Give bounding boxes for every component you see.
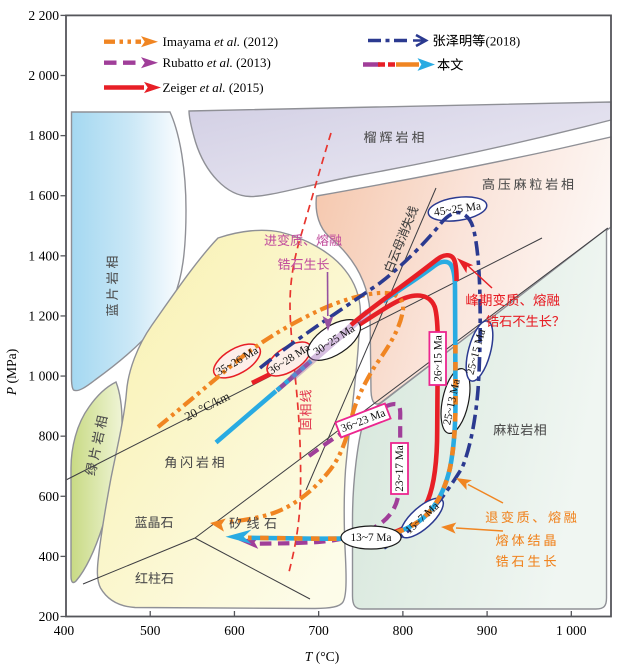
svg-text:Rubatto et al. (2013): Rubatto et al. (2013)	[163, 55, 271, 70]
svg-text:(2018): (2018)	[486, 33, 521, 48]
svg-text:1 800: 1 800	[28, 128, 59, 143]
svg-text:T (°C): T (°C)	[305, 649, 340, 665]
svg-text:1 400: 1 400	[28, 248, 59, 263]
svg-text:26~15 Ma: 26~15 Ma	[432, 335, 444, 382]
svg-text:1 200: 1 200	[28, 308, 59, 323]
svg-text:700: 700	[308, 623, 329, 638]
svg-text:400: 400	[39, 549, 60, 564]
svg-text:1 000: 1 000	[28, 369, 59, 384]
svg-text:Zeiger et al. (2015): Zeiger et al. (2015)	[163, 80, 264, 95]
svg-text:800: 800	[393, 623, 414, 638]
svg-text:2 200: 2 200	[28, 8, 59, 23]
svg-text:1 000: 1 000	[556, 623, 587, 638]
svg-text:900: 900	[477, 623, 498, 638]
svg-text:200: 200	[39, 609, 60, 624]
svg-text:13~7 Ma: 13~7 Ma	[351, 532, 392, 544]
svg-text:P (MPa): P (MPa)	[4, 349, 20, 396]
svg-text:400: 400	[54, 623, 75, 638]
svg-text:Imayama et al. (2012): Imayama et al. (2012)	[163, 34, 279, 49]
svg-text:600: 600	[224, 623, 245, 638]
svg-text:600: 600	[39, 489, 60, 504]
svg-text:23~17 Ma: 23~17 Ma	[394, 445, 406, 492]
svg-text:500: 500	[140, 623, 161, 638]
svg-text:2 000: 2 000	[28, 68, 59, 83]
svg-text:800: 800	[39, 429, 60, 444]
svg-text:1 600: 1 600	[28, 188, 59, 203]
